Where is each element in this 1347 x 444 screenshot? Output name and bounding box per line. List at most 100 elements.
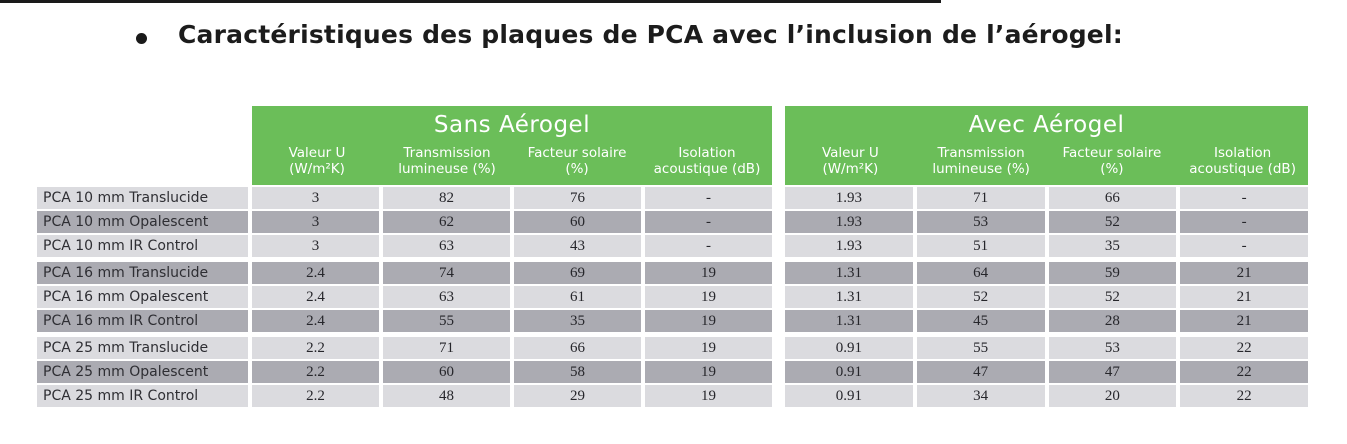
value-cell: 59: [1048, 262, 1177, 284]
value-cell: 19: [645, 337, 772, 359]
cells-avec: 0.91 34 20 22: [785, 385, 1308, 407]
cells-avec: 1.93 53 52-: [785, 211, 1308, 233]
row-label: PCA 10 mm IR Control: [37, 235, 248, 257]
table-row: PCA 25 mm Opalescent 2.2 60 58 19 0.91 47 47 22: [37, 361, 1308, 383]
value-cell: -: [645, 211, 772, 233]
value-cell: 1.93: [785, 187, 913, 209]
cells-sans: 2.2 48 29 19: [252, 385, 772, 407]
row-label: PCA 25 mm Translucide: [37, 337, 248, 359]
value-cell: 66: [514, 337, 641, 359]
value-cell: 21: [1180, 262, 1308, 284]
table-row: PCA 25 mm IR Control 2.2 48 29 19 0.91 34 20 22: [37, 385, 1308, 407]
pca-characteristics-table: Sans Aérogel Valeur U (W/m²K) Transmission…: [37, 106, 1308, 407]
cells-sans: 3 62 60-: [252, 211, 772, 233]
row-label: PCA 10 mm Translucide: [37, 187, 248, 209]
value-cell: 22: [1180, 385, 1308, 407]
value-cell: -: [1180, 187, 1308, 209]
table-row: PCA 16 mm Opalescent 2.4 63 61 19 1.31 52 52 21: [37, 286, 1308, 308]
value-cell: 63: [383, 286, 510, 308]
value-cell: 61: [514, 286, 641, 308]
value-cell: 74: [383, 262, 510, 284]
table-header: Sans Aérogel Valeur U (W/m²K) Transmission…: [37, 106, 1308, 185]
group-gap: [772, 286, 785, 308]
value-cell: 82: [383, 187, 510, 209]
column-header-isolation-acoustique: Isolation acoustique (dB): [1189, 144, 1296, 177]
cells-avec: 1.31 45 28 21: [785, 310, 1308, 332]
value-cell: 60: [514, 211, 641, 233]
value-cell: 62: [383, 211, 510, 233]
value-cell: 51: [916, 235, 1045, 257]
cells-avec: 1.31 64 59 21: [785, 262, 1308, 284]
value-cell: 35: [514, 310, 641, 332]
group-header-avec-aerogel: Avec Aérogel Valeur U (W/m²K) Transmission…: [785, 106, 1308, 185]
value-cell: 19: [645, 262, 772, 284]
value-cell: 34: [916, 385, 1045, 407]
value-cell: 0.91: [785, 385, 913, 407]
value-cell: 0.91: [785, 361, 913, 383]
value-cell: 58: [514, 361, 641, 383]
bullet-icon: [136, 33, 147, 44]
subheaders-avec: Valeur U (W/m²K) Transmission lumineuse (%)…: [785, 140, 1308, 185]
value-cell: 22: [1180, 361, 1308, 383]
table-row: PCA 16 mm Translucide 2.4 74 69 19 1.31 64 59 21: [37, 262, 1308, 284]
row-label: PCA 16 mm IR Control: [37, 310, 248, 332]
value-cell: 19: [645, 385, 772, 407]
value-cell: 28: [1048, 310, 1177, 332]
value-cell: 2.2: [252, 361, 379, 383]
value-cell: 1.93: [785, 211, 913, 233]
column-header-valeur-u: Valeur U (W/m²K): [288, 144, 346, 177]
value-cell: 2.4: [252, 262, 379, 284]
value-cell: 69: [514, 262, 641, 284]
value-cell: 47: [916, 361, 1045, 383]
value-cell: 76: [514, 187, 641, 209]
value-cell: 43: [514, 235, 641, 257]
group-gap: [772, 310, 785, 332]
value-cell: -: [1180, 211, 1308, 233]
value-cell: 19: [645, 310, 772, 332]
cells-avec: 1.31 52 52 21: [785, 286, 1308, 308]
value-cell: 2.4: [252, 310, 379, 332]
value-cell: 53: [1048, 337, 1177, 359]
value-cell: 1.31: [785, 262, 913, 284]
cells-avec: 1.93 51 35-: [785, 235, 1308, 257]
value-cell: 64: [916, 262, 1045, 284]
cells-sans: 2.2 71 66 19: [252, 337, 772, 359]
table-row: PCA 10 mm IR Control 3 63 43-1.93 51 35-: [37, 235, 1308, 257]
value-cell: 2.2: [252, 337, 379, 359]
group-gap: [772, 337, 785, 359]
group-title: Sans Aérogel: [433, 112, 591, 138]
cells-sans: 2.2 60 58 19: [252, 361, 772, 383]
value-cell: 71: [383, 337, 510, 359]
table-row: PCA 10 mm Translucide 3 82 76-1.93 71 66-: [37, 187, 1308, 209]
value-cell: 1.31: [785, 310, 913, 332]
group-title: Avec Aérogel: [968, 112, 1125, 138]
table-row: PCA 16 mm IR Control 2.4 55 35 19 1.31 45 28 21: [37, 310, 1308, 332]
value-cell: 1.31: [785, 286, 913, 308]
title-row: Caractéristiques des plaques de PCA avec…: [136, 20, 1123, 49]
value-cell: 52: [1048, 211, 1177, 233]
label-column-spacer: [37, 106, 252, 185]
value-cell: -: [645, 187, 772, 209]
group-gap: [772, 211, 785, 233]
value-cell: 52: [916, 286, 1045, 308]
row-label: PCA 10 mm Opalescent: [37, 211, 248, 233]
value-cell: 1.93: [785, 235, 913, 257]
group-gap: [772, 385, 785, 407]
value-cell: 3: [252, 235, 379, 257]
cells-avec: 1.93 71 66-: [785, 187, 1308, 209]
value-cell: 21: [1180, 286, 1308, 308]
value-cell: 53: [916, 211, 1045, 233]
value-cell: 45: [916, 310, 1045, 332]
top-border-line: [0, 0, 941, 3]
row-label: PCA 25 mm Opalescent: [37, 361, 248, 383]
cells-sans: 2.4 55 35 19: [252, 310, 772, 332]
value-cell: -: [1180, 235, 1308, 257]
cells-sans: 2.4 74 69 19: [252, 262, 772, 284]
value-cell: 19: [645, 361, 772, 383]
value-cell: 20: [1048, 385, 1177, 407]
value-cell: 21: [1180, 310, 1308, 332]
cells-avec: 0.91 47 47 22: [785, 361, 1308, 383]
column-header-facteur-solaire: Facteur solaire (%): [527, 144, 627, 177]
value-cell: 2.2: [252, 385, 379, 407]
table-body: PCA 10 mm Translucide 3 82 76-1.93 71 66- PCA …: [37, 187, 1308, 407]
